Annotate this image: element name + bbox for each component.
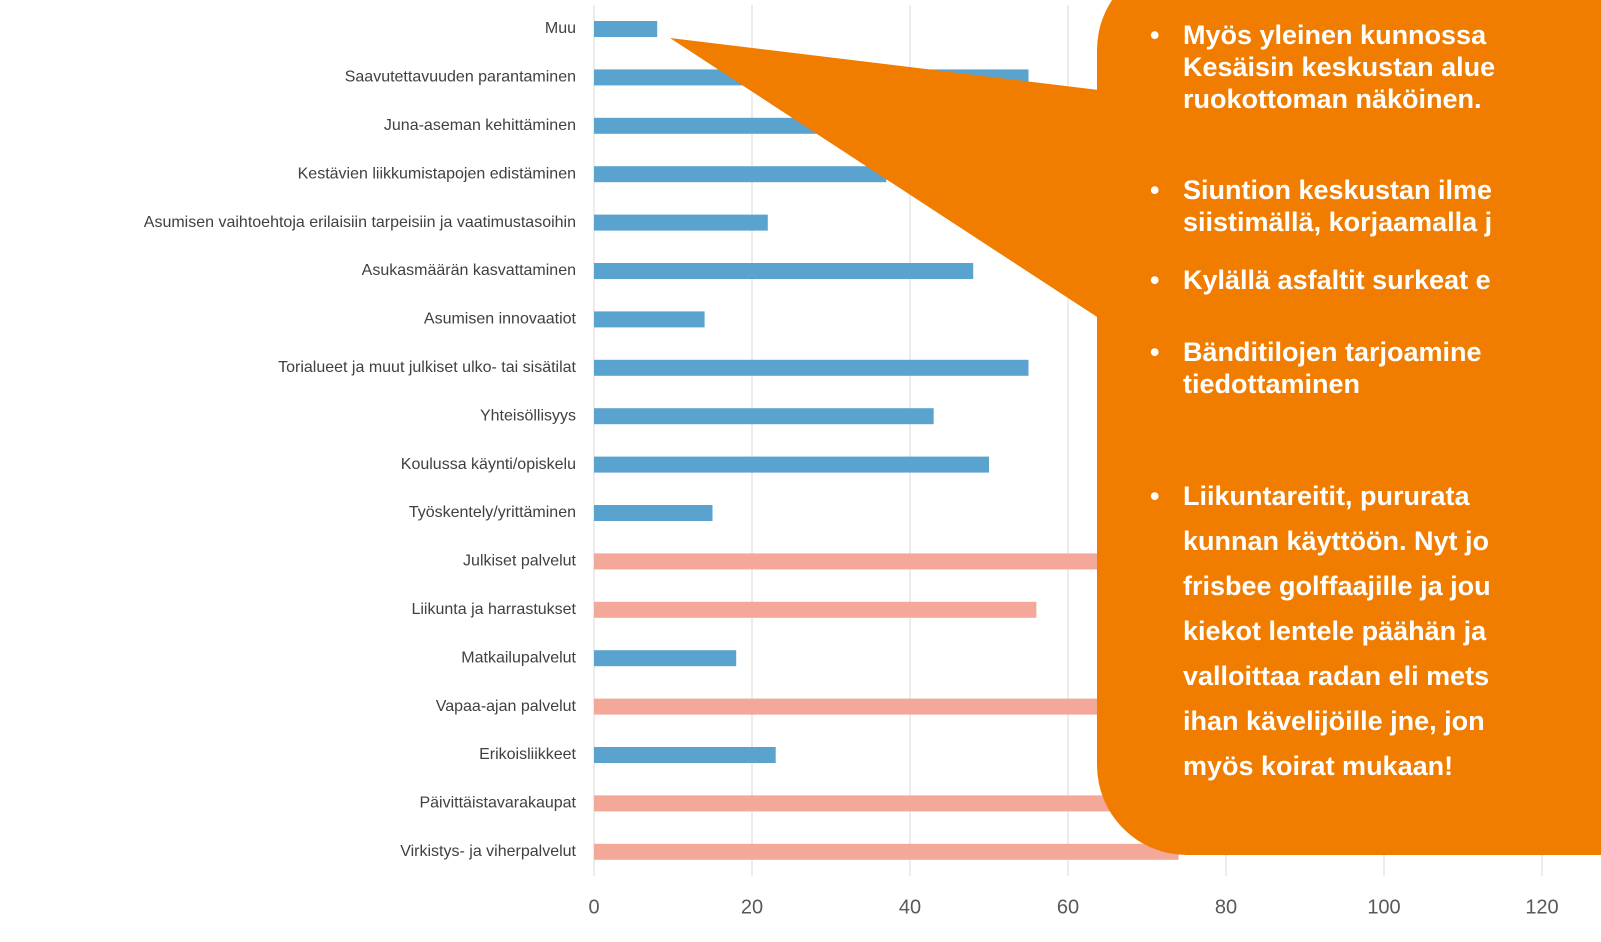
bar bbox=[594, 843, 1179, 860]
y-tick-label: Asumisen vaihtoehtoja erilaisiin tarpeis… bbox=[144, 214, 576, 231]
y-tick-label: Matkailupalvelut bbox=[461, 649, 576, 666]
callout-text: Kesäisin keskustan alue bbox=[1183, 52, 1495, 82]
callout-text: valloittaa radan eli mets bbox=[1183, 661, 1489, 691]
callout-text: myös koirat mukaan! bbox=[1183, 751, 1453, 781]
callout-text: tiedottaminen bbox=[1183, 369, 1360, 399]
bar bbox=[594, 166, 887, 183]
y-tick-label: Julkiset palvelut bbox=[463, 553, 577, 570]
callout-text: Liikuntareitit, pururata bbox=[1183, 481, 1471, 511]
x-tick-label: 80 bbox=[1215, 896, 1237, 918]
y-tick-label: Kestävien liikkumistapojen edistäminen bbox=[298, 165, 576, 182]
callout-text: ihan kävelijöille jne, jon bbox=[1183, 706, 1485, 736]
callout-text: Bänditilojen tarjoamine bbox=[1183, 337, 1482, 367]
bar bbox=[594, 21, 658, 37]
bar bbox=[594, 456, 989, 473]
callout-text: siistimällä, korjaamalla j bbox=[1183, 207, 1492, 237]
callout-text: kiekot lentele päähän ja bbox=[1183, 616, 1487, 646]
bullet-dot: • bbox=[1150, 481, 1159, 511]
bar bbox=[594, 698, 1187, 715]
x-tick-label: 120 bbox=[1525, 896, 1558, 918]
y-tick-label: Asumisen innovaatiot bbox=[424, 311, 577, 328]
bullet-dot: • bbox=[1150, 175, 1159, 205]
y-tick-label: Koulussa käynti/opiskelu bbox=[401, 456, 576, 473]
callout-text: frisbee golffaajille ja jou bbox=[1183, 571, 1491, 601]
callout-text: ruokottoman näköinen. bbox=[1183, 84, 1482, 114]
bar bbox=[594, 747, 776, 763]
y-tick-label: Päivittäistavarakaupat bbox=[419, 795, 576, 812]
callout-text: Siuntion keskustan ilme bbox=[1183, 175, 1492, 205]
bar bbox=[594, 505, 713, 521]
x-tick-label: 20 bbox=[741, 896, 763, 918]
x-tick-label: 60 bbox=[1057, 896, 1079, 918]
y-tick-label: Saavutettavuuden parantaminen bbox=[345, 69, 576, 86]
bullet-dot: • bbox=[1150, 20, 1159, 50]
bar bbox=[594, 214, 768, 231]
y-tick-label: Juna-aseman kehittäminen bbox=[384, 117, 576, 134]
y-tick-label: Työskentely/yrittäminen bbox=[409, 504, 576, 521]
y-tick-label: Asukasmäärän kasvattaminen bbox=[362, 262, 576, 279]
bar bbox=[594, 311, 705, 328]
y-tick-label: Virkistys- ja viherpalvelut bbox=[400, 843, 576, 860]
y-tick-label: Muu bbox=[545, 20, 576, 37]
y-tick-label: Erikoisliikkeet bbox=[479, 746, 576, 763]
callout-box bbox=[1097, 0, 1601, 855]
bullet-dot: • bbox=[1150, 337, 1159, 367]
x-tick-label: 0 bbox=[588, 896, 599, 918]
callout-text: kunnan käyttöön. Nyt jo bbox=[1183, 526, 1489, 556]
callout-text: Kylällä asfaltit surkeat e bbox=[1183, 265, 1491, 295]
bar bbox=[594, 263, 974, 279]
bar bbox=[594, 650, 737, 667]
callout-text: Myös yleinen kunnossa bbox=[1183, 20, 1487, 50]
bar bbox=[594, 408, 934, 425]
bullet-dot: • bbox=[1150, 265, 1159, 295]
y-tick-label: Vapaa-ajan palvelut bbox=[436, 698, 577, 715]
bar bbox=[594, 359, 1029, 376]
x-tick-label: 40 bbox=[899, 896, 921, 918]
callout-pointer bbox=[670, 38, 1140, 345]
y-tick-label: Torialueet ja muut julkiset ulko- tai si… bbox=[278, 359, 576, 376]
x-tick-label: 100 bbox=[1367, 896, 1400, 918]
y-tick-label: Yhteisöllisyys bbox=[480, 407, 576, 424]
y-tick-label: Liikunta ja harrastukset bbox=[411, 601, 576, 618]
bar bbox=[594, 601, 1037, 618]
